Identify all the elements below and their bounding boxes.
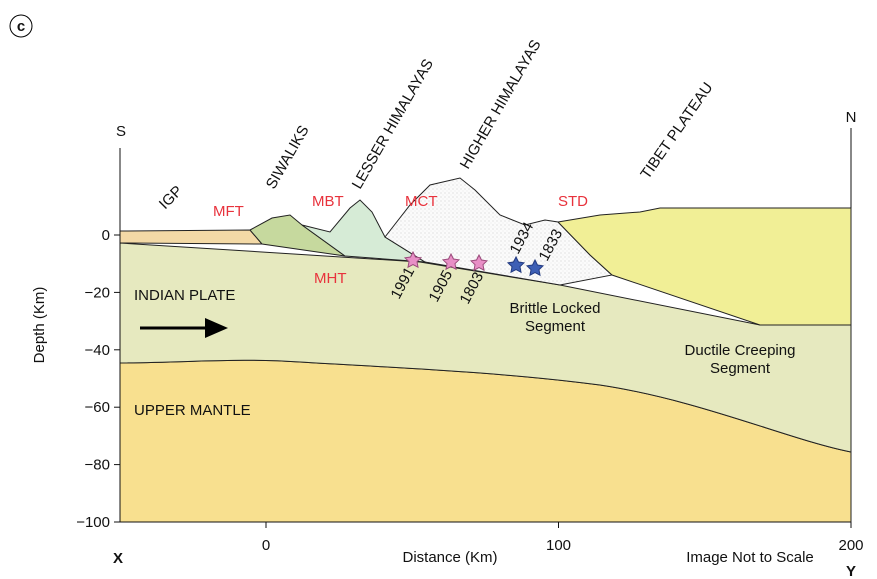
y-tick-label: −40 <box>85 342 110 359</box>
panel-label: c <box>17 18 25 35</box>
y-tick-label: −20 <box>85 284 110 301</box>
region-label: TIBET PLATEAU <box>637 79 716 182</box>
x-end: X <box>113 550 123 567</box>
igp-zone <box>120 230 262 244</box>
fault-label: MFT <box>213 203 244 220</box>
region-label: IGP <box>156 183 186 213</box>
x-tick-label: 200 <box>838 537 863 554</box>
south: S <box>116 123 126 140</box>
x-tick-label: 100 <box>546 537 571 554</box>
fault-label: MHT <box>314 270 347 287</box>
layer-label: INDIAN PLATE <box>134 287 235 304</box>
fault-label: MBT <box>312 193 344 210</box>
x-axis-label: Distance (Km) <box>402 549 497 566</box>
y-tick-label: −60 <box>85 399 110 416</box>
region-label: LESSER HIMALAYAS <box>349 56 437 192</box>
note: Image Not to Scale <box>686 549 814 566</box>
y-tick-label: 0 <box>102 227 110 244</box>
north: N <box>846 109 857 126</box>
cross-section: c S N X Y Distance (Km) Image Not to Sca… <box>0 0 877 579</box>
y-tick-label: −80 <box>85 457 110 474</box>
y-end: Y <box>846 563 856 579</box>
x-tick-label: 0 <box>262 537 270 554</box>
layer-label: UPPER MANTLE <box>134 402 251 419</box>
region-label: HIGHER HIMALAYAS <box>457 37 545 172</box>
region-label: SIWALIKS <box>263 123 313 192</box>
y-axis-label: Depth (Km) <box>31 287 48 364</box>
fault-label: STD <box>558 193 588 210</box>
fault-label: MCT <box>405 193 438 210</box>
y-tick-label: −100 <box>76 514 110 531</box>
